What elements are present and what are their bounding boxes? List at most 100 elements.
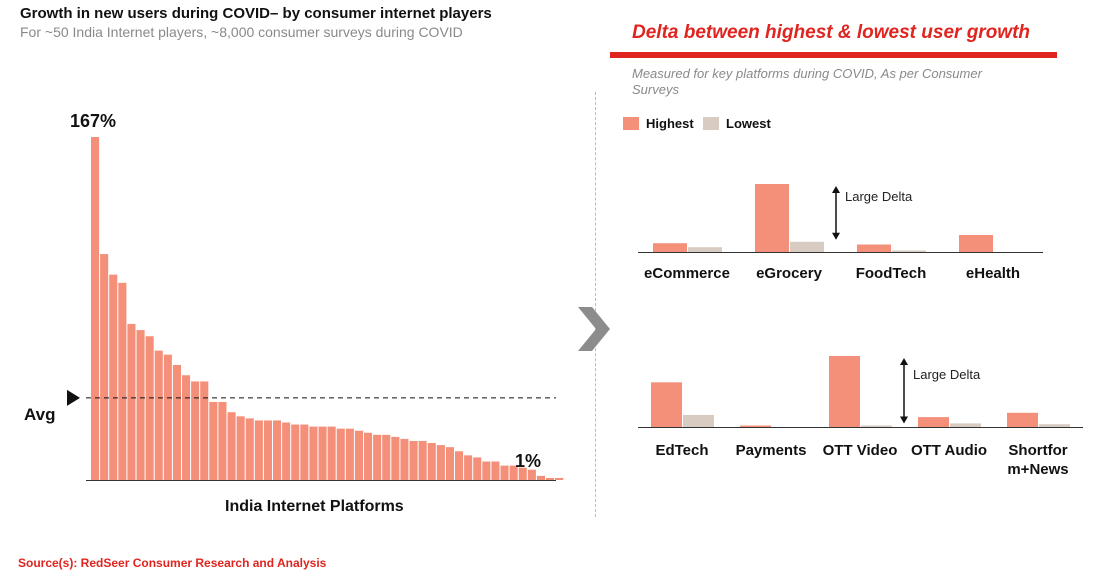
growth-bar xyxy=(391,436,400,480)
highest-bar xyxy=(857,244,891,252)
growth-bar xyxy=(555,477,564,480)
growth-bar xyxy=(436,445,445,480)
highest-bar xyxy=(755,184,789,252)
category-label: Payments xyxy=(735,442,807,459)
title-underline xyxy=(610,52,1057,58)
legend-swatch-lowest xyxy=(703,117,719,130)
highest-bar xyxy=(959,235,993,252)
delta-panel-title: Delta between highest & lowest user grow… xyxy=(632,22,1031,43)
growth-bar xyxy=(209,401,218,480)
large-delta-label: Large Delta xyxy=(913,366,981,382)
growth-bar xyxy=(318,426,327,480)
growth-bar xyxy=(345,428,354,480)
growth-bar xyxy=(400,438,409,480)
legend-label-highest: Highest xyxy=(646,116,694,131)
category-label: Shortform+News xyxy=(1007,442,1069,478)
growth-bar xyxy=(327,426,336,480)
growth-bar xyxy=(418,440,427,480)
growth-bar xyxy=(282,422,291,480)
growth-bar xyxy=(254,420,263,480)
growth-bar xyxy=(127,323,136,480)
growth-bar xyxy=(409,440,418,480)
chevron-right-icon xyxy=(578,307,610,351)
growth-bar xyxy=(309,426,318,480)
growth-bar xyxy=(182,375,191,480)
growth-bar xyxy=(364,432,373,480)
delta-arrow-head-down xyxy=(832,232,840,240)
growth-bar xyxy=(509,465,518,480)
growth-bar xyxy=(109,274,118,480)
growth-bar xyxy=(373,434,382,480)
growth-bar xyxy=(527,469,536,480)
growth-bar xyxy=(245,418,254,480)
growth-bar xyxy=(546,477,555,480)
category-label: FoodTech xyxy=(855,265,927,282)
lowest-bar xyxy=(950,423,981,427)
lowest-bar xyxy=(790,241,824,252)
growth-bar xyxy=(336,428,345,480)
lowest-bar xyxy=(892,250,926,252)
delta-arrow-head-up xyxy=(900,358,908,365)
highest-bar xyxy=(829,356,860,427)
growth-bar xyxy=(500,465,509,480)
chart-subtitle: For ~50 India Internet players, ~8,000 c… xyxy=(20,24,463,40)
growth-bar xyxy=(91,137,100,480)
growth-bar xyxy=(172,364,181,480)
growth-bar xyxy=(263,420,272,480)
growth-bar xyxy=(300,424,309,480)
lowest-bar xyxy=(861,425,892,427)
growth-bar xyxy=(518,467,527,480)
growth-bar xyxy=(136,330,145,480)
category-label: eCommerce xyxy=(644,265,730,282)
large-delta-label: Large Delta xyxy=(845,188,913,204)
delta-panel-subtitle: Measured for key platforms during COVID,… xyxy=(632,66,982,97)
growth-bar xyxy=(273,420,282,480)
double-arrow-icon xyxy=(832,186,840,240)
growth-bar xyxy=(291,424,300,480)
growth-bar xyxy=(218,401,227,480)
source-note: Source(s): RedSeer Consumer Research and… xyxy=(18,556,327,570)
category-label: EdTech xyxy=(655,442,709,459)
legend-swatch-highest xyxy=(623,117,639,130)
average-label: Avg xyxy=(24,405,56,424)
min-value-label: 1% xyxy=(515,451,542,471)
legend-lowest: Lowest xyxy=(703,116,771,131)
growth-bar xyxy=(445,447,454,480)
legend-highest: Highest xyxy=(623,116,694,131)
highest-bar xyxy=(740,425,771,427)
growth-bar xyxy=(154,350,163,480)
x-axis-label: India Internet Platforms xyxy=(225,498,404,515)
delta-bar-charts xyxy=(638,184,1083,428)
user-growth-bar-chart xyxy=(67,137,564,481)
growth-bar xyxy=(491,461,500,480)
triangle-right-icon xyxy=(67,389,80,406)
growth-bar xyxy=(200,381,209,480)
double-arrow-icon xyxy=(900,358,908,424)
highest-bar xyxy=(918,417,949,427)
panel-divider xyxy=(595,92,596,517)
legend-label-lowest: Lowest xyxy=(726,116,771,131)
growth-bar xyxy=(473,457,482,480)
delta-arrow-head-up xyxy=(832,186,840,193)
growth-bar xyxy=(236,416,245,480)
growth-bar xyxy=(536,475,545,480)
growth-bar xyxy=(482,461,491,480)
lowest-bar xyxy=(1039,424,1070,427)
highest-bar xyxy=(651,382,682,427)
growth-bar xyxy=(191,381,200,480)
growth-bar xyxy=(100,254,109,480)
lowest-bar xyxy=(688,247,722,252)
category-label: eHealth xyxy=(965,265,1021,282)
delta-arrow-head-down xyxy=(900,416,908,424)
growth-bar xyxy=(464,455,473,480)
max-value-label: 167% xyxy=(70,111,117,131)
growth-bar xyxy=(118,282,127,480)
growth-bar xyxy=(354,430,363,480)
highest-bar xyxy=(653,243,687,252)
growth-bar xyxy=(427,443,436,480)
category-label: OTT Video xyxy=(822,442,898,459)
chart-title: Growth in new users during COVID– by con… xyxy=(20,5,492,22)
growth-bar xyxy=(382,434,391,480)
growth-bar xyxy=(455,451,464,480)
category-label: eGrocery xyxy=(756,265,822,282)
